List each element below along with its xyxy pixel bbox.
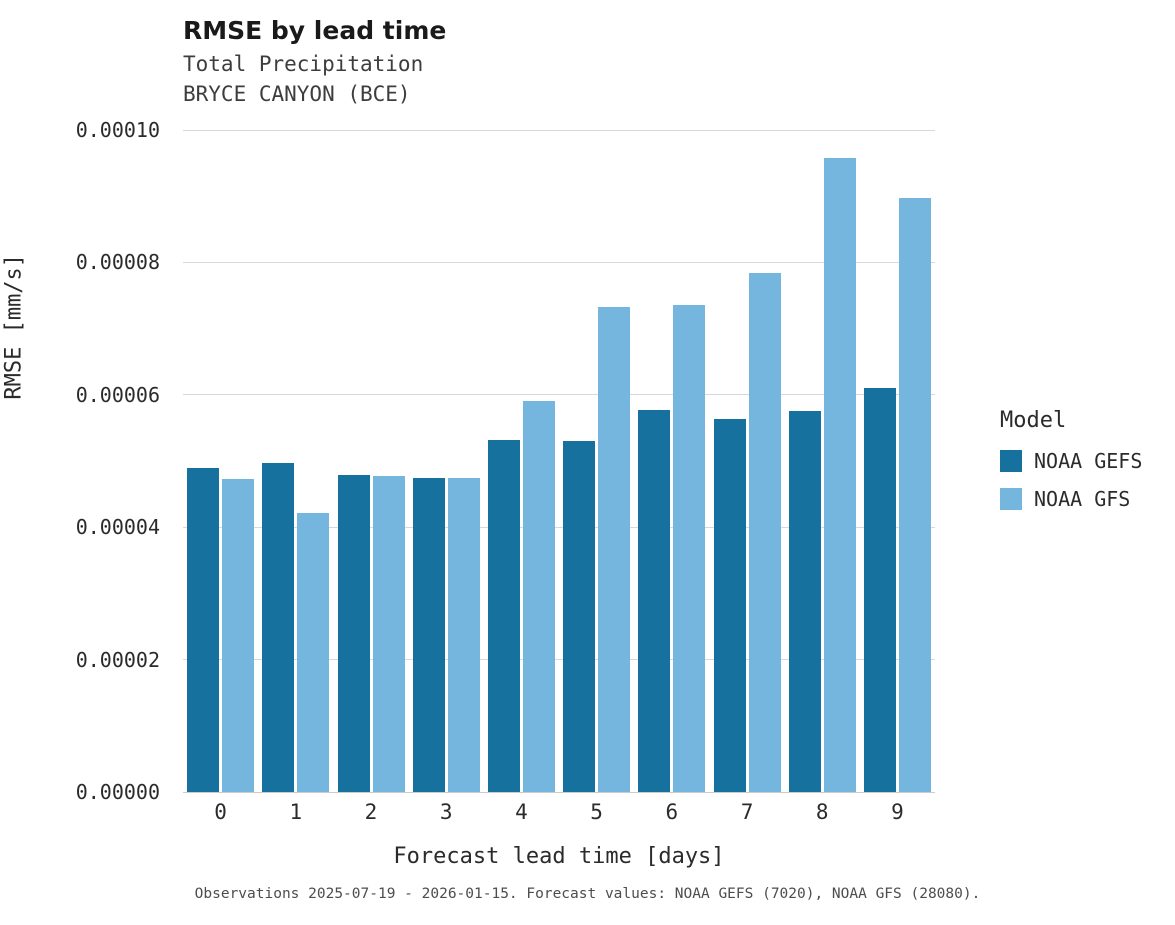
- bar-group-day-5: [559, 130, 634, 792]
- bar-group-day-9: [860, 130, 935, 792]
- legend-entry-gfs: NOAA GFS: [1000, 487, 1142, 511]
- bar-noaa-gefs-day-6: [638, 410, 671, 792]
- x-tick-label: 9: [891, 800, 904, 824]
- caption: Observations 2025-07-19 - 2026-01-15. Fo…: [194, 886, 981, 902]
- bar-group-day-8: [785, 130, 860, 792]
- legend-label-noaa-gfs: NOAA GFS: [1034, 487, 1131, 511]
- gridline: [183, 659, 935, 661]
- plot-area: [183, 129, 935, 793]
- bar-noaa-gefs-day-9: [863, 388, 896, 792]
- bar-noaa-gfs-day-1: [297, 512, 330, 792]
- gridline: [183, 791, 935, 793]
- chart-subtitle-station: BRYCE CANYON (BCE): [183, 82, 411, 106]
- x-axis-title: Forecast lead time [days]: [393, 844, 725, 869]
- bar-noaa-gefs-day-3: [412, 478, 445, 792]
- bar-noaa-gefs-day-0: [187, 468, 220, 792]
- legend-swatch-noaa-gefs: [1000, 450, 1022, 472]
- x-tick-label: 5: [590, 800, 603, 824]
- legend-entry-gefs: NOAA GEFS: [1000, 449, 1142, 473]
- bar-group-day-6: [634, 130, 709, 792]
- y-tick-label: 0.00010: [75, 118, 160, 142]
- gridline: [183, 394, 935, 396]
- bar-noaa-gfs-day-3: [447, 478, 480, 792]
- y-axis-labels: 0.00000 0.00002 0.00004 0.00006 0.00008 0.000…: [0, 118, 172, 804]
- bar-noaa-gefs-day-7: [713, 419, 746, 792]
- bar-noaa-gfs-day-4: [522, 401, 555, 792]
- y-tick-label: 0.00002: [75, 647, 160, 672]
- bar-noaa-gefs-day-5: [563, 441, 596, 792]
- bar-group-day-4: [484, 130, 559, 792]
- legend-label-noaa-gefs: NOAA GEFS: [1034, 449, 1143, 473]
- bar-noaa-gfs-day-7: [748, 273, 781, 792]
- y-tick-label: 0.00000: [75, 780, 160, 804]
- chart-title: RMSE by lead time: [183, 16, 447, 45]
- bar-noaa-gefs-day-8: [788, 411, 821, 792]
- bar-noaa-gefs-day-2: [337, 474, 370, 792]
- x-tick-label: 7: [740, 800, 754, 824]
- bar-groups: [183, 130, 935, 792]
- gridline: [183, 129, 935, 131]
- bar-noaa-gfs-day-2: [372, 475, 405, 792]
- bar-group-day-2: [333, 130, 408, 792]
- y-tick-label: 0.00006: [75, 382, 160, 407]
- x-tick-label: 4: [515, 800, 528, 824]
- x-tick-label: 0: [214, 800, 227, 824]
- bar-noaa-gfs-day-6: [673, 305, 706, 792]
- bar-group-day-7: [709, 130, 784, 792]
- bar-noaa-gfs-day-5: [598, 306, 631, 792]
- bar-noaa-gefs-day-1: [262, 463, 295, 792]
- x-tick-label: 1: [289, 800, 303, 824]
- y-tick-label: 0.00008: [75, 250, 160, 275]
- bar-noaa-gefs-day-4: [487, 439, 520, 792]
- x-axis-labels: 0 1 2 3 4 5 6 7 8 9: [183, 800, 935, 824]
- bar-noaa-gfs-day-8: [823, 157, 856, 792]
- legend: Model NOAA GEFS NOAA GFS: [1000, 408, 1142, 525]
- bar-group-day-1: [258, 130, 333, 792]
- x-tick-label: 8: [815, 800, 829, 824]
- bar-noaa-gfs-day-9: [898, 198, 931, 792]
- chart-subtitle-variable: Total Precipitation: [183, 52, 424, 76]
- y-tick-label: 0.00004: [75, 515, 160, 540]
- gridline: [183, 526, 935, 528]
- x-tick-label: 2: [364, 800, 378, 824]
- legend-title: Model: [1000, 408, 1067, 433]
- bar-noaa-gfs-day-0: [222, 478, 255, 792]
- bar-group-day-3: [409, 130, 484, 792]
- bar-group-day-0: [183, 130, 258, 792]
- x-tick-label: 6: [665, 800, 679, 824]
- gridline: [183, 261, 935, 263]
- legend-swatch-noaa-gfs: [1000, 488, 1022, 510]
- x-tick-label: 3: [439, 800, 453, 824]
